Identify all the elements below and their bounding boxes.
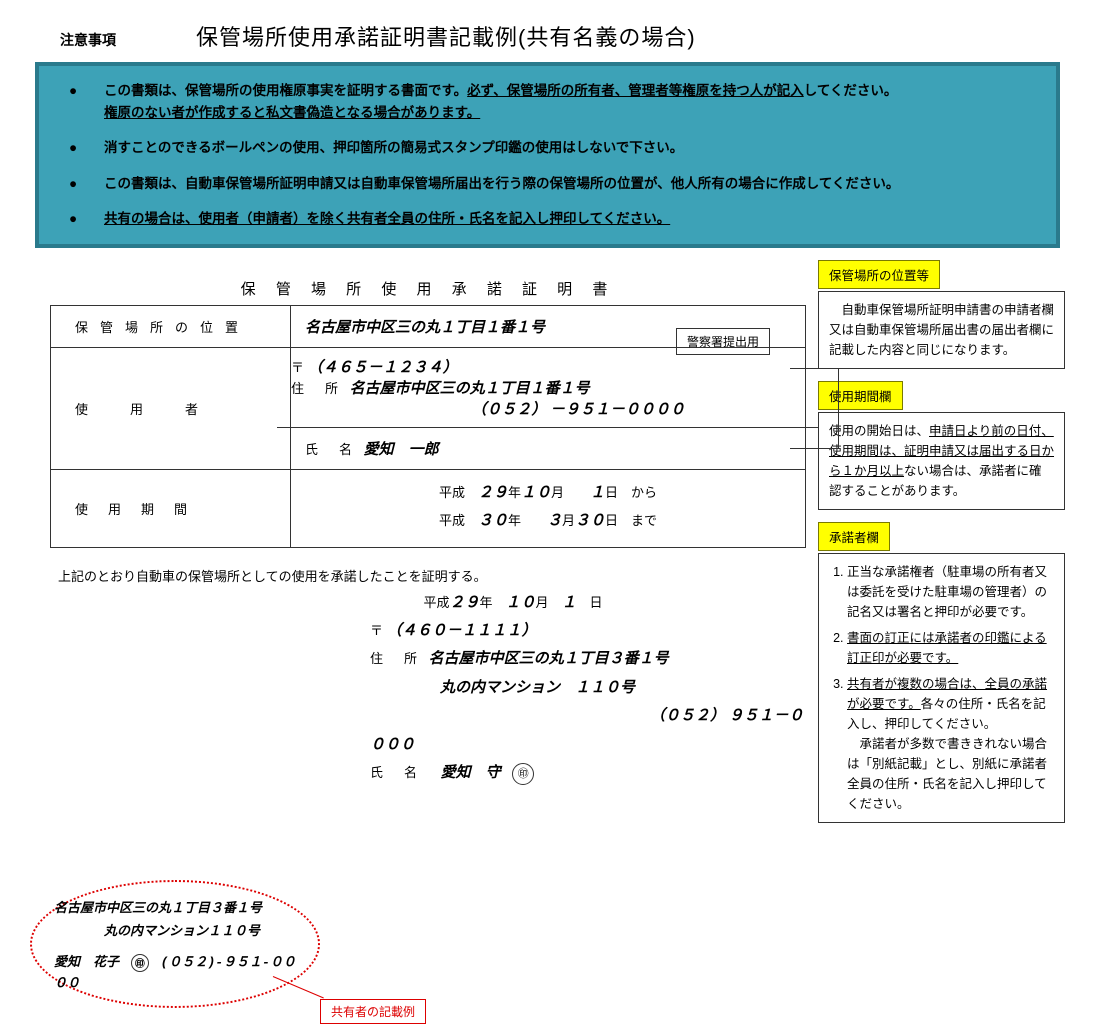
co-name: 愛知 花子 bbox=[54, 955, 119, 970]
coowner-bubble: 名古屋市中区三の丸１丁目３番１号 丸の内マンション１１０号 愛知 花子 ㊞ (０… bbox=[30, 880, 320, 1008]
user-label: 使用者 bbox=[51, 347, 291, 469]
callout-2-label: 使用期間欄 bbox=[818, 381, 903, 410]
auth-addr: 名古屋市中区三の丸１丁目３番１号 bbox=[429, 651, 669, 668]
callout-3-box: 正当な承諾権者（駐車場の所有者又は委託を受けた駐車場の管理者）の記名又は署名と押… bbox=[818, 553, 1065, 823]
notice-item: 消すことのできるボールペンの使用、押印箇所の簡易式スタンプ印鑑の使用はしないで下… bbox=[69, 137, 1036, 159]
notice-item: この書類は、自動車保管場所証明申請又は自動車保管場所届出を行う際の保管場所の位置… bbox=[69, 173, 1036, 195]
user-name: 愛知 一郎 bbox=[364, 442, 439, 459]
authorizer-block: 〒 （４６０－１１１１） 住 所 名古屋市中区三の丸１丁目３番１号 丸の内マンシ… bbox=[370, 618, 806, 789]
cert-text: 上記のとおり自動車の保管場所としての使用を承諾したことを証明する。 bbox=[58, 566, 806, 585]
auth-postal: （４６０－１１１１） bbox=[387, 623, 537, 640]
callout-3-label: 承諾者欄 bbox=[818, 522, 890, 551]
postal-label: 〒 bbox=[291, 360, 304, 375]
callout-3-item: 書面の訂正には承諾者の印鑑による訂正印が必要です。 bbox=[847, 628, 1054, 668]
seal-icon: ㊞ bbox=[131, 954, 149, 972]
user-addr: 名古屋市中区三の丸１丁目１番１号 bbox=[350, 381, 590, 398]
notice-box: この書類は、保管場所の使用権原事実を証明する書面です。必ず、保管場所の所有者、管… bbox=[35, 62, 1060, 248]
addr-label: 住 所 bbox=[291, 378, 346, 397]
location-label: 保管場所の位置 bbox=[51, 305, 291, 347]
notice-item: 共有の場合は、使用者（申請者）を除く共有者全員の住所・氏名を記入し押印してくださ… bbox=[69, 208, 1036, 230]
submit-stamp: 警察署提出用 bbox=[676, 328, 770, 355]
auth-addr2: 丸の内マンション １１０号 bbox=[440, 680, 635, 697]
callout-2-box: 使用の開始日は、申請日より前の日付、使用期間は、証明申請又は届出する日から１か月… bbox=[818, 412, 1065, 510]
note-label: 注意事項 bbox=[60, 30, 116, 50]
location-value: 名古屋市中区三の丸１丁目１番１号 bbox=[305, 320, 545, 337]
auth-name: 愛知 守 bbox=[441, 765, 501, 782]
notice-item: この書類は、保管場所の使用権原事実を証明する書面です。必ず、保管場所の所有者、管… bbox=[69, 80, 1036, 123]
seal-icon: ㊞ bbox=[512, 763, 534, 785]
user-postal: （４６５－１２３４） bbox=[308, 360, 458, 377]
co-addr: 名古屋市中区三の丸１丁目３番１号 bbox=[54, 897, 296, 916]
name-label: 氏 名 bbox=[305, 439, 360, 458]
callout-3-item: 正当な承諾権者（駐車場の所有者又は委託を受けた駐車場の管理者）の記名又は署名と押… bbox=[847, 562, 1054, 622]
user-tel-pre: （０５２） bbox=[471, 402, 546, 419]
auth-tel: ９５１－００００ bbox=[370, 708, 804, 754]
callout-1-label: 保管場所の位置等 bbox=[818, 260, 940, 289]
coowner-label: 共有者の記載例 bbox=[320, 999, 426, 1024]
period-label: 使用期間 bbox=[51, 469, 291, 547]
user-tel: －９５１－００００ bbox=[550, 402, 685, 419]
page-title: 保管場所使用承諾証明書記載例(共有名義の場合) bbox=[196, 20, 696, 52]
period-from-pre: 平成 bbox=[439, 485, 478, 500]
document-title: 保 管 場 所 使 用 承 諾 証 明 書 bbox=[50, 278, 806, 299]
callout-1-box: 自動車保管場所証明申請書の申請者欄又は自動車保管場所届出書の届出者欄に記載した内… bbox=[818, 291, 1065, 369]
co-addr2: 丸の内マンション１１０号 bbox=[104, 920, 296, 939]
cert-date: 平成２９年 １０月 １ 日 bbox=[220, 591, 806, 612]
callout-3-item: 共有者が複数の場合は、全員の承諾が必要です。各々の住所・氏名を記入し、押印してく… bbox=[847, 674, 1054, 814]
